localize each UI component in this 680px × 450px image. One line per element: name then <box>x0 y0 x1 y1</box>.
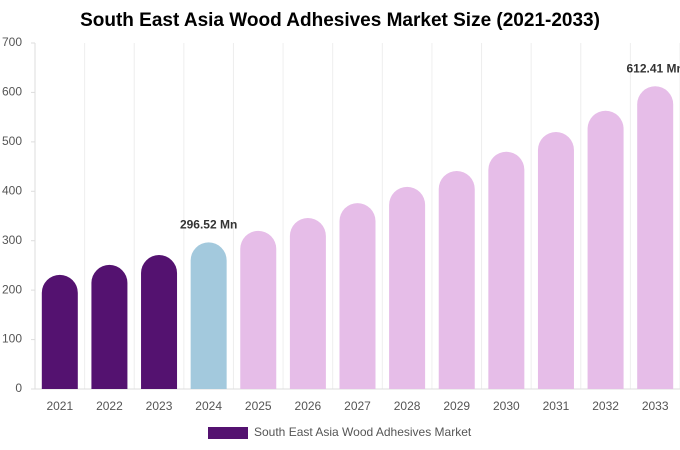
x-tick-label: 2029 <box>443 399 470 413</box>
legend-swatch <box>208 427 248 439</box>
data-label: 296.52 Mn <box>180 218 237 232</box>
x-tick-label: 2025 <box>245 399 272 413</box>
bar <box>488 151 525 389</box>
y-tick-label: 200 <box>2 282 22 296</box>
x-tick-label: 2022 <box>96 399 123 413</box>
bar <box>289 217 326 389</box>
legend-label: South East Asia Wood Adhesives Market <box>254 425 472 439</box>
y-tick-label: 100 <box>2 332 22 346</box>
bar <box>190 242 227 389</box>
bar <box>240 230 277 389</box>
x-tick-label: 2023 <box>146 399 173 413</box>
y-tick-label: 400 <box>2 183 22 197</box>
bar <box>637 86 674 389</box>
x-tick-label: 2024 <box>195 399 222 413</box>
bar <box>41 274 78 389</box>
data-label: 612.41 Mn <box>627 61 680 75</box>
y-tick-label: 600 <box>2 85 22 99</box>
y-tick-label: 0 <box>15 381 22 395</box>
bar <box>587 110 624 389</box>
y-tick-label: 700 <box>2 35 22 49</box>
x-tick-label: 2032 <box>592 399 619 413</box>
x-tick-label: 2026 <box>295 399 322 413</box>
y-tick-label: 300 <box>2 233 22 247</box>
bar <box>91 264 128 389</box>
x-tick-label: 2031 <box>543 399 570 413</box>
x-tick-label: 2021 <box>46 399 73 413</box>
bar <box>438 171 475 389</box>
y-tick-label: 500 <box>2 134 22 148</box>
x-tick-label: 2028 <box>394 399 421 413</box>
x-tick-label: 2030 <box>493 399 520 413</box>
chart-title: South East Asia Wood Adhesives Market Si… <box>80 10 600 31</box>
bar <box>537 131 574 389</box>
bar <box>389 186 426 389</box>
bar <box>141 255 178 389</box>
x-tick-label: 2033 <box>642 399 669 413</box>
x-tick-label: 2027 <box>344 399 371 413</box>
bar <box>339 203 376 389</box>
